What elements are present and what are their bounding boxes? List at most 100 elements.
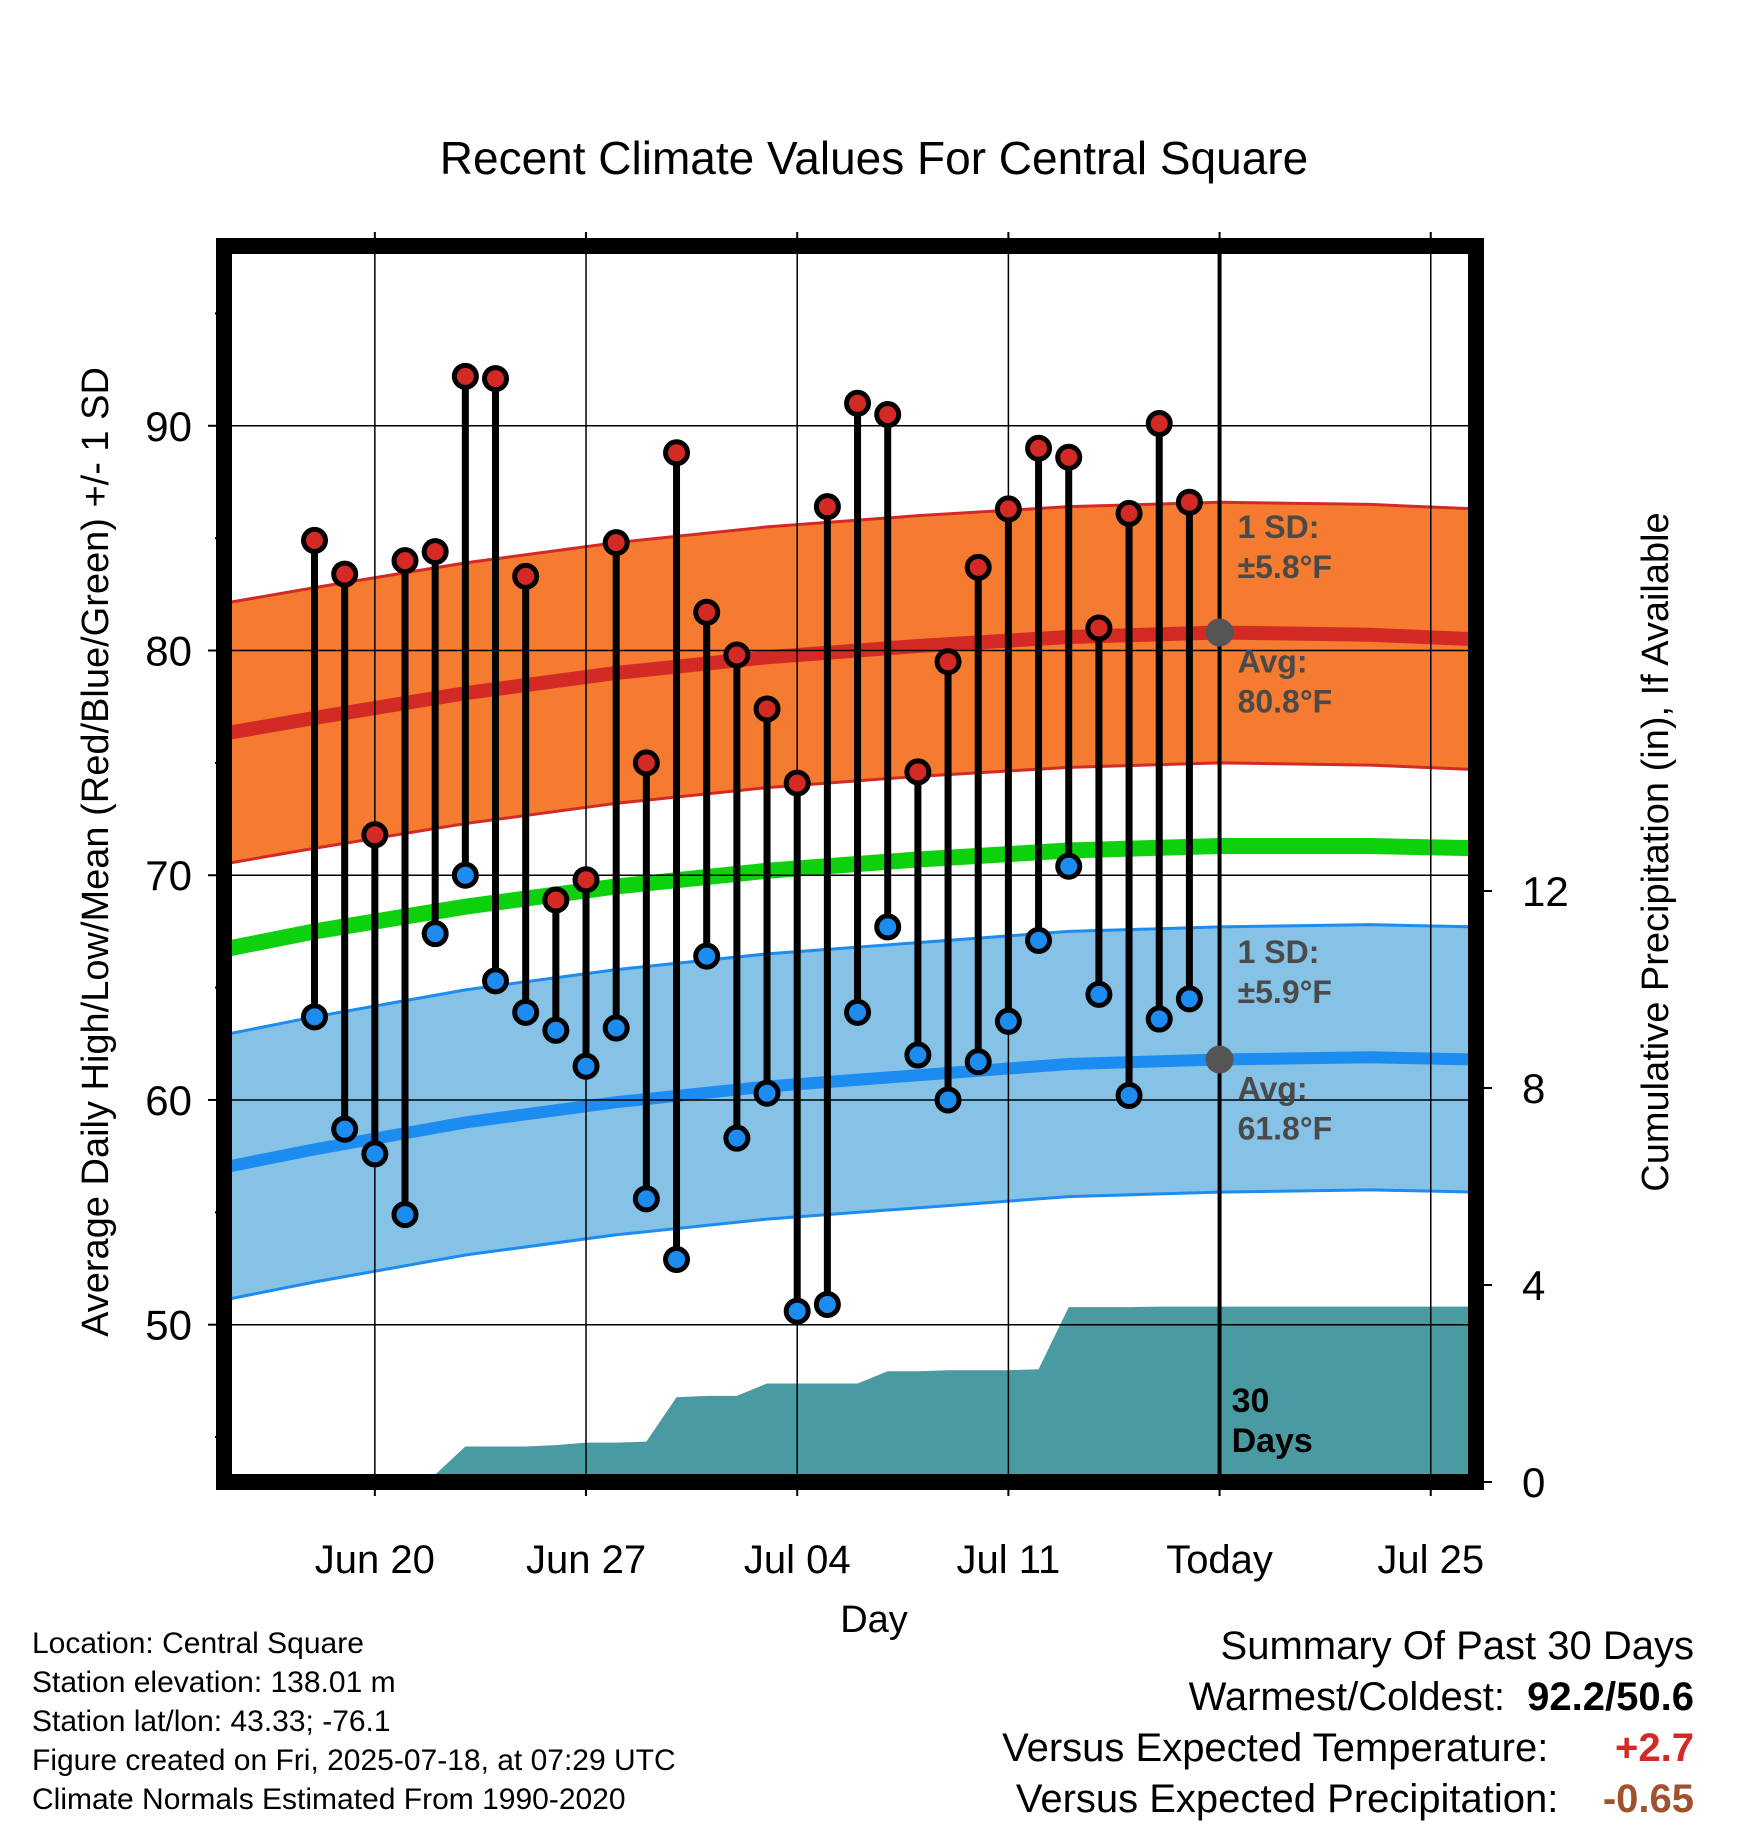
daily-high-point — [451, 362, 479, 390]
daily-low-point — [301, 1003, 329, 1031]
y2-tick-label: 8 — [1522, 1065, 1545, 1112]
daily-high-point — [1055, 443, 1083, 471]
daily-low-point — [844, 998, 872, 1026]
y2-tick-label: 12 — [1522, 868, 1569, 915]
info-elevation: Station elevation: 138.01 m — [32, 1666, 396, 1699]
daily-high-point — [783, 769, 811, 797]
daily-high-point — [391, 547, 419, 575]
daily-high-point — [632, 749, 660, 777]
high-sd-value: ±5.8°F — [1238, 549, 1332, 585]
daily-low-point — [753, 1079, 781, 1107]
daily-low-point — [693, 942, 721, 970]
daily-high-point — [663, 439, 691, 467]
period-label-days: Days — [1232, 1422, 1313, 1460]
daily-low-point — [1175, 985, 1203, 1013]
y2-tick-label: 0 — [1522, 1459, 1545, 1506]
summary-precip-label: Versus Expected Precipitation: — [1015, 1777, 1559, 1821]
y-tick-label: 50 — [145, 1302, 192, 1349]
info-created: Figure created on Fri, 2025-07-18, at 07… — [32, 1744, 676, 1777]
summary-temperature: Versus Expected Temperature: +2.7 — [1002, 1726, 1694, 1771]
high-sd-label: 1 SD: — [1238, 509, 1320, 545]
x-tick-label: Jul 25 — [1377, 1538, 1484, 1582]
daily-high-point — [844, 389, 872, 417]
period-label-number: 30 — [1232, 1382, 1270, 1420]
high-avg-label: Avg: — [1238, 644, 1308, 680]
daily-low-point — [1025, 926, 1053, 954]
low-avg-value: 61.8°F — [1238, 1111, 1333, 1147]
daily-low-point — [391, 1201, 419, 1229]
plot-area: 1 SD: ±5.8°F Avg: 80.8°F 1 SD: ±5.9°F Avg: 61.8… — [145, 232, 1569, 1582]
daily-low-point — [1055, 852, 1083, 880]
daily-high-point — [934, 648, 962, 676]
daily-high-point — [421, 538, 449, 566]
daily-high-point — [874, 401, 902, 429]
daily-low-point — [1145, 1005, 1173, 1033]
daily-low-point — [723, 1124, 751, 1152]
x-tick-label: Jul 04 — [744, 1538, 851, 1582]
daily-low-point — [994, 1007, 1022, 1035]
daily-high-point — [904, 758, 932, 786]
summary-warmest: Warmest/Coldest: 92.2/50.6 — [1189, 1675, 1694, 1720]
precipitation-area — [224, 1306, 1476, 1482]
y-tick-label: 70 — [145, 852, 192, 899]
y-tick-label: 60 — [145, 1077, 192, 1124]
daily-high-point — [482, 365, 510, 393]
daily-high-point — [1175, 488, 1203, 516]
daily-high-point — [572, 866, 600, 894]
daily-low-point — [361, 1140, 389, 1168]
daily-high-point — [813, 493, 841, 521]
today-normal-low-marker — [1205, 1045, 1234, 1074]
daily-low-point — [1085, 980, 1113, 1008]
daily-low-point — [632, 1185, 660, 1213]
summary-temp-label: Versus Expected Temperature: — [1002, 1726, 1549, 1770]
daily-low-point — [934, 1086, 962, 1114]
daily-low-point — [874, 913, 902, 941]
summary-heading: Summary Of Past 30 Days — [1220, 1624, 1694, 1668]
daily-high-point — [994, 495, 1022, 523]
info-normals: Climate Normals Estimated From 1990-2020 — [32, 1783, 626, 1816]
daily-low-point — [1115, 1081, 1143, 1109]
daily-high-point — [602, 529, 630, 557]
daily-high-point — [693, 598, 721, 626]
daily-low-point — [813, 1290, 841, 1318]
daily-low-point — [964, 1048, 992, 1076]
daily-low-point — [421, 920, 449, 948]
daily-low-point — [482, 967, 510, 995]
y2-axis-label: Cumulative Precipitation (in), If Availa… — [1635, 512, 1677, 1191]
daily-low-point — [542, 1016, 570, 1044]
y-tick-label: 90 — [145, 403, 192, 450]
chart-title: Recent Climate Values For Central Square — [440, 132, 1308, 184]
normal-high-line — [224, 625, 1476, 741]
daily-high-point — [1145, 410, 1173, 438]
x-tick-label: Jul 11 — [956, 1538, 1060, 1582]
daily-low-point — [602, 1014, 630, 1042]
y2-tick-label: 4 — [1522, 1262, 1545, 1309]
low-sd-value: ±5.9°F — [1238, 974, 1332, 1010]
daily-high-point — [964, 553, 992, 581]
normal-low-line — [224, 1051, 1476, 1174]
high-sd-band — [224, 500, 1476, 866]
daily-low-point — [904, 1041, 932, 1069]
daily-high-point — [361, 821, 389, 849]
today-normal-high-marker — [1205, 618, 1234, 647]
x-axis-label: Day — [840, 1599, 908, 1641]
daily-low-point — [331, 1115, 359, 1143]
summary-warmest-value: 92.2/50.6 — [1527, 1675, 1694, 1719]
daily-high-point — [1085, 614, 1113, 642]
plot-frame — [216, 238, 1484, 1490]
summary-precip-value: -0.65 — [1602, 1777, 1694, 1821]
x-tick-label: Today — [1166, 1538, 1273, 1582]
info-latlon: Station lat/lon: 43.33; -76.1 — [32, 1705, 391, 1738]
daily-high-point — [542, 886, 570, 914]
daily-low-point — [451, 861, 479, 889]
daily-high-point — [512, 562, 540, 590]
daily-low-point — [783, 1297, 811, 1325]
y-tick-label: 80 — [145, 628, 192, 675]
low-sd-label: 1 SD: — [1238, 934, 1320, 970]
x-tick-label: Jun 20 — [315, 1538, 435, 1582]
y-axis-label: Average Daily High/Low/Mean (Red/Blue/Gr… — [75, 367, 117, 1337]
summary-warmest-label: Warmest/Coldest: — [1188, 1675, 1505, 1719]
summary-temp-value: +2.7 — [1615, 1726, 1694, 1770]
x-tick-label: Jun 27 — [526, 1538, 646, 1582]
